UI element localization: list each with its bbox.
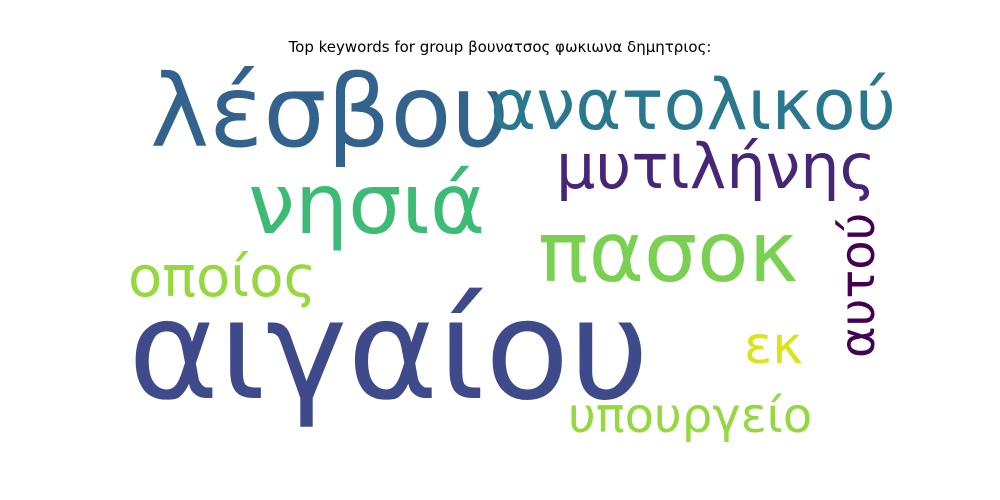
word-mytilinis: μυτιλήνης	[556, 130, 876, 203]
word-aftou: αυτού	[830, 212, 886, 358]
word-ek: εκ	[744, 316, 803, 376]
word-anatolikou: ανατολικού	[490, 64, 897, 146]
word-pasok: πασοκ	[538, 203, 799, 301]
chart-title: Top keywords for group βουνατσος φωκιωνα…	[288, 38, 712, 56]
word-opoios: οποίος	[128, 245, 317, 310]
word-nisia: νησιά	[248, 155, 486, 253]
word-aigaiou: αιγαίου	[128, 270, 650, 431]
word-ypourgeio: υπουργείο	[568, 388, 813, 444]
word-lesvou: λέσβου	[150, 53, 510, 170]
